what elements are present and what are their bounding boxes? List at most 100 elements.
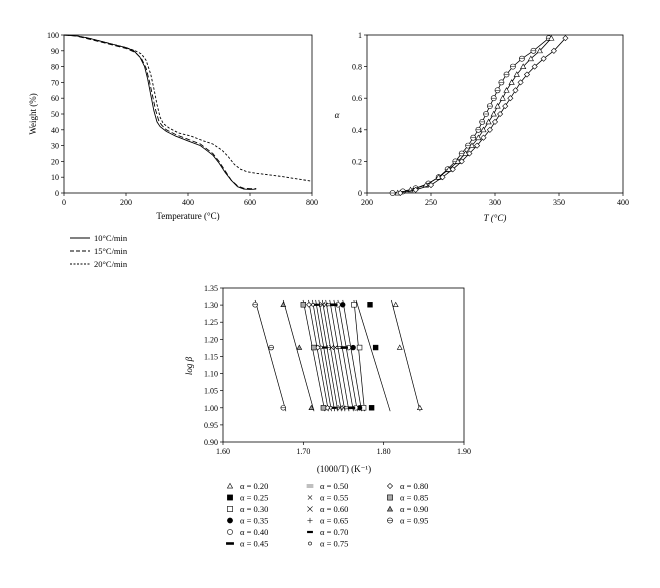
x-tick-label: 1.80 (377, 447, 391, 456)
conversion-point-triangle (475, 134, 482, 141)
legend-label: α = 0.55 (320, 493, 348, 503)
conversion-point-diamond (412, 186, 419, 193)
logbeta-fit-line (355, 299, 391, 412)
conversion-point-diamond (550, 47, 557, 54)
conversion-point-triangle (494, 102, 501, 109)
logbeta-point (280, 301, 287, 307)
logbeta-point (311, 344, 317, 351)
conversion-point-diamond (439, 174, 446, 181)
y-tick-label: 40 (51, 126, 59, 135)
legend-marker (306, 484, 314, 488)
legend-marker (387, 494, 393, 501)
y-tick-label: 1.35 (204, 284, 218, 293)
y-tick-label: 0 (55, 189, 59, 198)
x-tick-label: 200 (120, 198, 132, 207)
conversion-point-triangle (536, 47, 543, 54)
logbeta-point (416, 404, 423, 410)
y-tick-label: 0.4 (352, 126, 362, 135)
tga-axis-ticks: 0 200 400 600 800 0 10 20 30 40 50 60 70 80 90 100 (47, 31, 318, 207)
logbeta-point (351, 302, 357, 308)
legend-label: α = 0.85 (400, 493, 428, 503)
conversion-point-diamond (497, 110, 504, 118)
tga-series (63, 34, 313, 190)
logbeta-point (339, 302, 346, 308)
logbeta-point (356, 344, 363, 351)
legend-marker (386, 482, 394, 490)
legend-marker (227, 506, 233, 512)
y-tick-label: 80 (51, 63, 59, 72)
y-tick-label: 100 (47, 31, 59, 40)
legend-label: α = 0.75 (320, 539, 348, 549)
legend-label-20: 20°C/min (94, 259, 128, 269)
conversion-point-diamond (512, 87, 519, 94)
conversion-curve-hexagon (392, 37, 550, 194)
conversion-point-diamond (540, 55, 547, 62)
x-tick-label: 400 (182, 198, 194, 207)
y-tick-label: 30 (51, 142, 59, 151)
logbeta-point (392, 301, 399, 307)
y-tick-label: 1.15 (204, 352, 218, 361)
conversion-point-triangle (485, 118, 492, 125)
conversion-curve-diamond (400, 37, 566, 194)
logbeta-axis-ticks: 1.60 1.70 1.80 1.90 0.90 0.95 1.00 1.05 1.10 1.15… (204, 284, 471, 456)
legend-label-15: 15°C/min (94, 246, 128, 256)
legend-label: α = 0.80 (400, 481, 428, 491)
legend-label: α = 0.65 (320, 516, 348, 526)
conversion-point-diamond (517, 79, 524, 86)
legend-marker (226, 542, 234, 545)
logbeta-fit-line (353, 299, 365, 412)
logbeta-point (344, 406, 351, 410)
logbeta-fit-line (390, 299, 421, 412)
conversion-point-diamond (466, 150, 473, 157)
conversion-point-triangle (468, 142, 476, 148)
conversion-point-diamond (449, 166, 456, 173)
y-tick-label: 50 (51, 110, 59, 119)
legend-label: α = 0.45 (240, 539, 268, 549)
x-tick-label: 1.90 (457, 447, 471, 456)
x-tick-label: 600 (244, 198, 256, 207)
logbeta-point (296, 344, 303, 350)
legend-label: α = 0.35 (240, 516, 268, 526)
logbeta-fit-line (325, 299, 346, 412)
logbeta-plot-frame (222, 287, 465, 443)
conversion-point-diamond (523, 71, 531, 78)
y-tick-label: 1 (358, 31, 362, 40)
tga-curve-15 (63, 34, 257, 190)
x-tick-label: 300 (489, 198, 501, 207)
logbeta-chart: 1.60 1.70 1.80 1.90 0.90 0.95 1.00 1.05 1.10 1.15… (184, 284, 471, 549)
y-tick-label: 0.90 (204, 438, 218, 447)
y-tick-label: 1.25 (204, 318, 218, 327)
conversion-point-diamond (486, 126, 493, 133)
conversion-point-diamond (507, 95, 514, 102)
conversion-point-triangle (503, 87, 510, 93)
legend-label: α = 0.95 (400, 516, 428, 526)
logbeta-fit-line (312, 299, 332, 412)
logbeta-fit-line (318, 299, 339, 412)
logbeta-fit-line (333, 299, 354, 412)
logbeta-fit-line (315, 299, 335, 412)
legend-marker (307, 495, 313, 500)
conversion-point-diamond (480, 134, 487, 141)
tga-x-axis-label: Temperature (°C) (156, 211, 219, 221)
y-tick-label: 0.2 (352, 157, 362, 166)
legend-marker (227, 529, 233, 535)
conversion-point-diamond (397, 189, 404, 197)
x-tick-label: 1.60 (216, 447, 230, 456)
y-tick-label: 1.05 (204, 387, 218, 396)
logbeta-point (367, 302, 373, 308)
logbeta-fit-line (321, 299, 342, 412)
conversion-axis-ticks: 200 250 300 350 400 0 0.2 0.4 0.6 0.8 1 (352, 31, 629, 207)
conversion-point-triangle (480, 126, 487, 133)
legend-label: α = 0.20 (240, 481, 268, 491)
y-tick-label: 0.8 (352, 63, 362, 72)
logbeta-fit-line (308, 299, 329, 412)
conversion-point-triangle (513, 71, 520, 77)
legend-label: α = 0.70 (320, 527, 348, 537)
conversion-curve-triangle (397, 37, 552, 194)
logbeta-point (341, 405, 346, 410)
conversion-point-diamond (458, 158, 465, 165)
logbeta-point (300, 302, 307, 308)
y-tick-label: 1.00 (204, 404, 218, 413)
legend-label: α = 0.40 (240, 527, 268, 537)
